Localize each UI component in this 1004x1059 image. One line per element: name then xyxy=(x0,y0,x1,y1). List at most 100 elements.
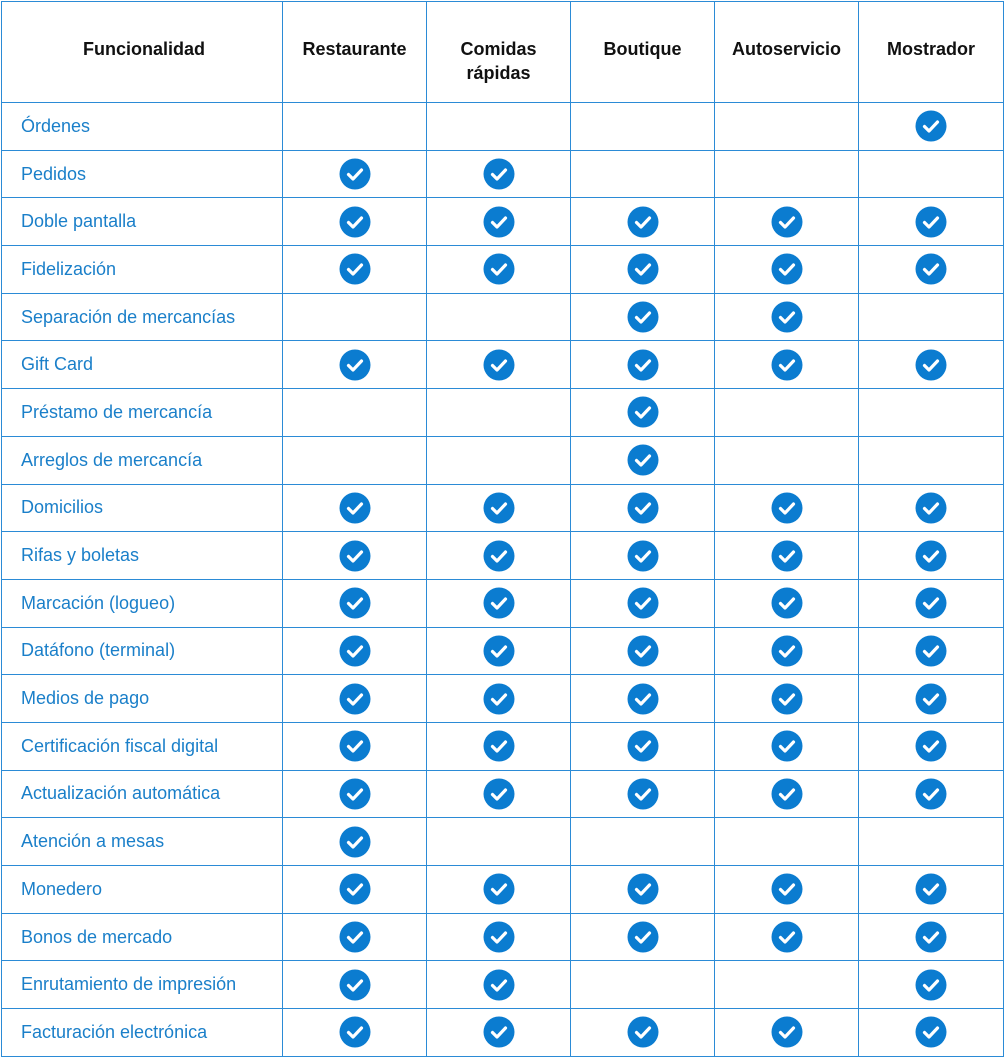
check-icon xyxy=(915,110,947,142)
check-cell xyxy=(282,721,427,771)
check-cell xyxy=(570,817,715,866)
check-cell xyxy=(282,674,427,723)
check-cell xyxy=(426,960,571,1010)
check-cell xyxy=(426,340,571,390)
check-icon xyxy=(771,540,802,572)
check-cell xyxy=(426,388,571,437)
check-cell xyxy=(282,292,427,342)
row: Datáfono (terminal) xyxy=(1,626,1004,676)
check-icon xyxy=(483,540,514,572)
check-icon xyxy=(339,349,370,381)
row: Bonos de mercado xyxy=(1,912,1004,962)
check-cell xyxy=(426,721,571,771)
check-cell xyxy=(282,245,427,294)
check-icon xyxy=(483,635,514,667)
check-icon xyxy=(771,778,802,810)
check-icon xyxy=(339,158,370,190)
check-cell xyxy=(426,578,571,628)
check-cell xyxy=(426,149,571,199)
check-icon xyxy=(483,587,514,619)
check-icon xyxy=(483,778,514,810)
check-cell xyxy=(858,102,1004,151)
check-icon xyxy=(771,683,802,715)
check-icon xyxy=(483,730,514,762)
check-cell xyxy=(426,292,571,342)
check-cell xyxy=(570,769,715,819)
check-icon xyxy=(339,492,370,524)
check-cell xyxy=(714,865,859,914)
row: Domicilios xyxy=(1,483,1004,533)
check-cell xyxy=(426,1008,571,1057)
check-icon xyxy=(915,969,947,1001)
check-cell xyxy=(714,960,859,1010)
check-cell xyxy=(570,149,715,199)
check-icon xyxy=(483,873,514,905)
row: Doble pantalla xyxy=(1,197,1004,247)
check-cell xyxy=(282,149,427,199)
row: Rifas y boletas xyxy=(1,531,1004,580)
check-cell xyxy=(858,865,1004,914)
feature-label: Monedero xyxy=(1,865,283,914)
check-cell xyxy=(282,483,427,533)
check-cell xyxy=(570,531,715,580)
header-cell: Boutique xyxy=(570,1,715,103)
check-cell xyxy=(858,960,1004,1010)
check-cell xyxy=(858,340,1004,390)
check-icon xyxy=(483,1016,514,1048)
check-cell xyxy=(426,865,571,914)
check-cell xyxy=(570,865,715,914)
feature-label: Préstamo de mercancía xyxy=(1,388,283,437)
check-icon xyxy=(627,301,658,333)
check-cell xyxy=(714,769,859,819)
check-cell xyxy=(426,769,571,819)
row: Préstamo de mercancía xyxy=(1,388,1004,437)
feature-label: Actualización automática xyxy=(1,769,283,819)
check-cell xyxy=(570,102,715,151)
row: Fidelización xyxy=(1,245,1004,294)
check-cell xyxy=(714,721,859,771)
check-cell xyxy=(714,102,859,151)
check-cell xyxy=(570,388,715,437)
feature-label: Fidelización xyxy=(1,245,283,294)
check-cell xyxy=(426,817,571,866)
check-cell xyxy=(858,483,1004,533)
check-icon xyxy=(627,635,658,667)
check-cell xyxy=(858,197,1004,247)
check-icon xyxy=(627,540,658,572)
table-body: Órdenes Pedidos Doble pantalla Fidelización… xyxy=(1,102,1004,1057)
check-cell xyxy=(858,149,1004,199)
check-cell xyxy=(714,483,859,533)
check-icon xyxy=(771,873,802,905)
check-icon xyxy=(483,683,514,715)
check-cell xyxy=(282,769,427,819)
feature-label: Facturación electrónica xyxy=(1,1008,283,1057)
header-cell: Restaurante xyxy=(282,1,427,103)
row: Medios de pago xyxy=(1,674,1004,723)
header-cell: Autoservicio xyxy=(714,1,859,103)
row: Atención a mesas xyxy=(1,817,1004,866)
check-icon xyxy=(915,349,947,381)
feature-label: Datáfono (terminal) xyxy=(1,626,283,676)
check-cell xyxy=(714,626,859,676)
check-cell xyxy=(570,626,715,676)
check-cell xyxy=(282,102,427,151)
check-cell xyxy=(858,912,1004,962)
check-cell xyxy=(426,483,571,533)
check-cell xyxy=(714,817,859,866)
check-icon xyxy=(771,301,802,333)
feature-label: Domicilios xyxy=(1,483,283,533)
check-icon xyxy=(627,587,658,619)
check-icon xyxy=(339,540,370,572)
check-icon xyxy=(339,921,370,953)
check-cell xyxy=(714,435,859,485)
check-icon xyxy=(771,1016,802,1048)
check-icon xyxy=(915,921,947,953)
feature-label: Pedidos xyxy=(1,149,283,199)
check-cell xyxy=(714,578,859,628)
check-icon xyxy=(627,1016,658,1048)
header-cell: Mostrador xyxy=(858,1,1004,103)
row: Gift Card xyxy=(1,340,1004,390)
check-cell xyxy=(282,340,427,390)
feature-label: Enrutamiento de impresión xyxy=(1,960,283,1010)
row: Arreglos de mercancía xyxy=(1,435,1004,485)
